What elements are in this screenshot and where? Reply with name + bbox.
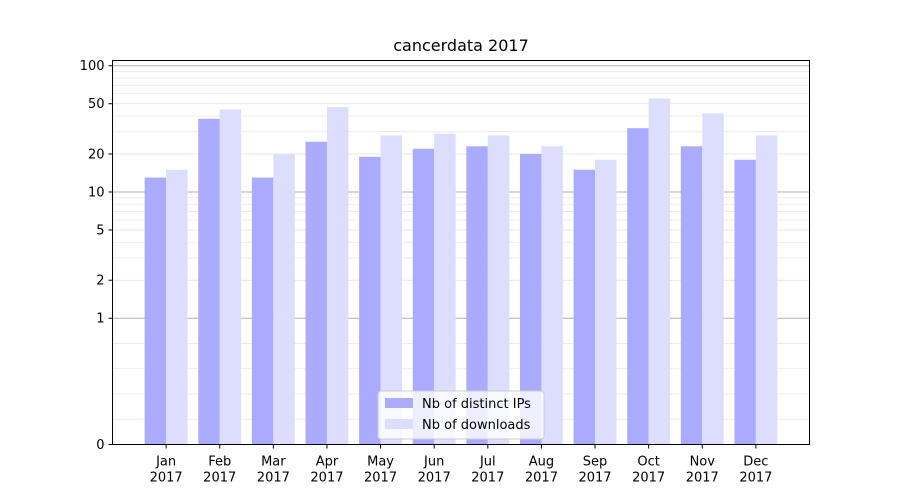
bar <box>273 153 295 445</box>
x-tick-label: Apr 2017 <box>310 455 343 486</box>
x-tick-label: Nov 2017 <box>686 455 719 486</box>
bar <box>166 169 188 445</box>
bar <box>595 159 617 445</box>
bar <box>251 177 274 445</box>
bar <box>487 135 510 445</box>
y-tick-label: 1 <box>96 312 104 327</box>
y-tick-label: 2 <box>96 274 104 289</box>
x-tick-label: Sep 2017 <box>578 455 611 486</box>
bar <box>702 113 724 445</box>
x-tick-label: May 2017 <box>364 455 397 486</box>
bar <box>466 146 488 445</box>
bar <box>434 133 456 445</box>
y-tick-label: 5 <box>96 223 104 238</box>
bars <box>144 98 778 445</box>
axis-ticks: 0 1 2 5 10 20 50 100 Jan 2017 Feb 2017 Mar 2017 Apr 201… <box>80 59 773 485</box>
legend-swatch <box>385 419 413 429</box>
x-tick-label: Jun 2017 <box>418 455 451 486</box>
y-tick-label: 20 <box>88 147 105 162</box>
x-tick-label: Feb 2017 <box>203 455 236 486</box>
chart-title: cancerdata 2017 <box>393 36 529 55</box>
legend-label: Nb of downloads <box>422 418 531 433</box>
y-tick-label: 10 <box>88 185 105 200</box>
bar <box>627 128 649 445</box>
bar <box>519 153 542 445</box>
legend-swatch <box>385 398 413 408</box>
bar <box>412 148 435 445</box>
bar <box>573 169 596 445</box>
legend-box <box>377 390 545 440</box>
bar <box>648 98 671 445</box>
bar <box>305 141 327 445</box>
bar <box>326 107 349 445</box>
legend-label: Nb of distinct IPs <box>422 397 531 412</box>
bar <box>755 135 778 445</box>
x-tick-label: Dec 2017 <box>739 455 772 486</box>
bar <box>680 146 703 445</box>
x-tick-label: Oct 2017 <box>632 455 665 486</box>
x-tick-label: Jul 2017 <box>471 455 504 486</box>
x-tick-label: Mar 2017 <box>257 455 290 486</box>
y-tick-label: 50 <box>88 97 105 112</box>
bar <box>144 177 167 445</box>
bar <box>359 156 381 445</box>
bar <box>734 159 756 445</box>
bar <box>380 135 403 445</box>
y-tick-label: 100 <box>80 59 105 74</box>
bar <box>219 109 242 445</box>
plot-frame <box>112 60 810 445</box>
y-tick-label: 0 <box>96 438 104 453</box>
bar <box>541 146 563 445</box>
legend: Nb of distinct IPs Nb of downloads <box>377 390 545 440</box>
x-tick-label: Jan 2017 <box>150 455 183 486</box>
x-tick-label: Aug 2017 <box>525 455 558 486</box>
bar <box>198 118 220 445</box>
